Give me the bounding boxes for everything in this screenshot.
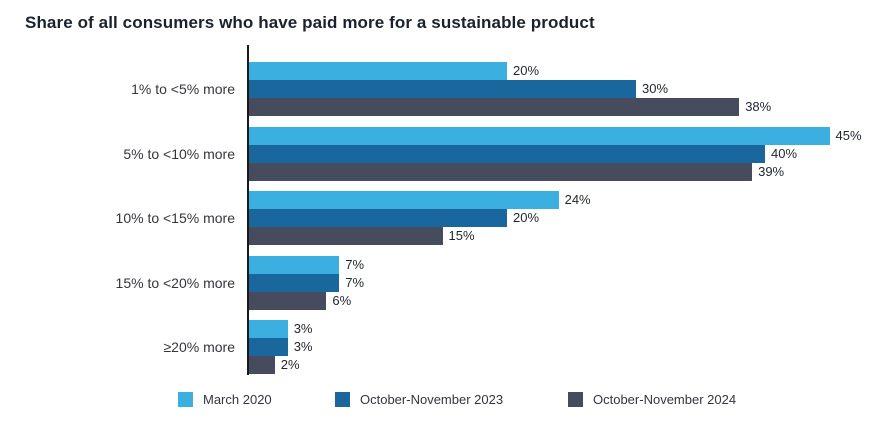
bar: 15%	[249, 227, 475, 245]
y-axis-line	[247, 45, 249, 375]
bar-group: ≥20% more 3% 3% 2%	[0, 320, 887, 374]
value-label: 39%	[758, 163, 785, 179]
value-label: 7%	[345, 256, 365, 272]
plot-area: 1% to <5% more 20% 30% 38% 5% to <10% more 45…	[0, 62, 887, 377]
legend-swatch-march-2020	[178, 391, 193, 407]
bar-group: 10% to <15% more 24% 20% 15%	[0, 191, 887, 245]
category-label: 10% to <15% more	[115, 210, 235, 226]
legend-label: March 2020	[203, 391, 272, 407]
category-label: 1% to <5% more	[131, 81, 235, 97]
value-label: 3%	[293, 339, 313, 354]
bar: 6%	[249, 291, 351, 310]
bar: 2%	[249, 356, 300, 374]
legend-item-march-2020: March 2020	[178, 389, 272, 409]
category-label: ≥20% more	[163, 339, 236, 355]
value-label: 3%	[293, 321, 313, 336]
legend-label: October-November 2023	[360, 391, 504, 407]
legend: March 2020 October-November 2023 October…	[0, 389, 887, 409]
value-label: 2%	[280, 357, 300, 372]
bar: 7%	[249, 273, 364, 292]
bar: 7%	[249, 255, 364, 274]
value-label: 24%	[564, 192, 591, 207]
category-label: 15% to <20% more	[115, 274, 235, 291]
value-label: 15%	[448, 228, 475, 243]
value-label: 20%	[513, 63, 540, 78]
bar: 3%	[249, 320, 312, 338]
category-label: 5% to <10% more	[123, 145, 235, 162]
legend-item-oct-nov-2024: October-November 2024	[568, 389, 736, 409]
bar: 30%	[249, 80, 668, 98]
bar: 20%	[249, 62, 539, 80]
bar: 38%	[249, 98, 771, 116]
value-label: 38%	[745, 99, 772, 114]
value-label: 6%	[332, 292, 352, 308]
value-label: 45%	[835, 127, 862, 143]
legend-item-oct-nov-2023: October-November 2023	[335, 389, 503, 409]
value-label: 7%	[345, 274, 365, 290]
value-label: 20%	[513, 210, 540, 225]
bar: 3%	[249, 338, 312, 356]
bar: 45%	[249, 126, 862, 145]
bar: 20%	[249, 209, 539, 227]
bar: 40%	[249, 144, 797, 163]
value-label: 40%	[771, 145, 798, 161]
legend-swatch-oct-nov-2024	[568, 391, 583, 407]
legend-label: October-November 2024	[593, 391, 737, 407]
bar: 24%	[249, 191, 591, 209]
bar: 39%	[249, 162, 784, 181]
bar-group: 15% to <20% more 7% 7% 6%	[0, 255, 887, 310]
legend-swatch-oct-nov-2023	[335, 391, 350, 407]
bar-group: 5% to <10% more 45% 40% 39%	[0, 126, 887, 181]
chart-title: Share of all consumers who have paid mor…	[25, 13, 595, 32]
value-label: 30%	[642, 81, 669, 96]
bar-group: 1% to <5% more 20% 30% 38%	[0, 62, 887, 116]
